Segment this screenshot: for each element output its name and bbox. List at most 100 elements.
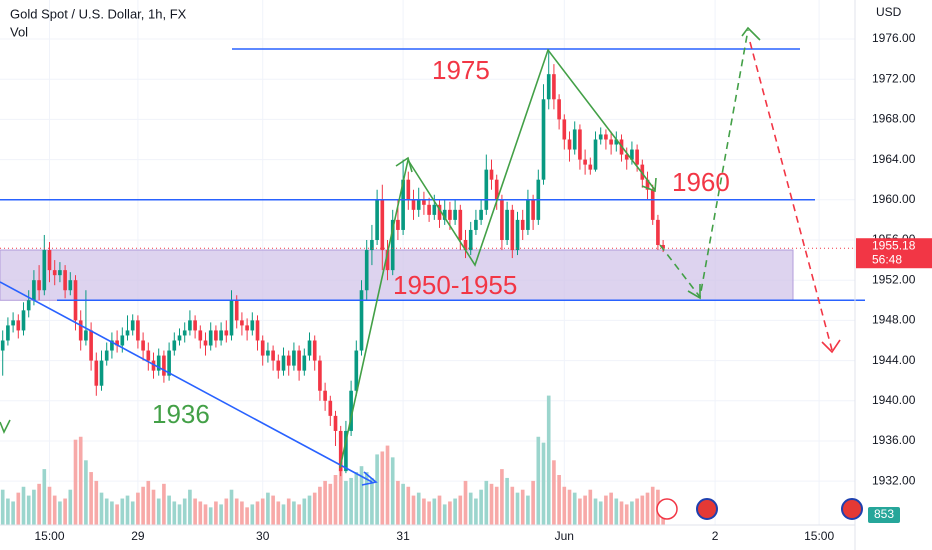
volume-bar	[16, 492, 21, 525]
volume-bar	[614, 498, 619, 525]
volume-bar	[401, 483, 405, 525]
last-price-label: 1955.18	[872, 238, 916, 252]
candle-body	[162, 355, 166, 376]
volume-bar	[380, 451, 385, 525]
candle-body	[661, 245, 665, 249]
volume-bar	[47, 486, 52, 525]
candle-body	[37, 280, 41, 291]
candle-body	[276, 360, 281, 371]
candle-body	[6, 325, 10, 341]
arrow-head	[821, 339, 841, 354]
volume-bar	[208, 507, 213, 525]
candle-body	[453, 209, 457, 220]
volume-bar	[619, 501, 624, 525]
volume-bar	[302, 498, 307, 525]
volume-bar	[593, 498, 598, 525]
candle-body	[572, 129, 577, 150]
volume-bar	[588, 489, 593, 525]
volume-bar	[0, 489, 5, 525]
volume-bar	[385, 445, 390, 525]
volume-bar	[271, 495, 275, 525]
volume-bar	[338, 469, 343, 525]
volume-bar	[344, 480, 348, 525]
candle-body	[406, 179, 411, 200]
volume-bar	[364, 472, 369, 525]
candle-body	[385, 250, 390, 271]
candle-body	[333, 415, 338, 431]
candle-body	[396, 219, 400, 230]
volume-bar	[292, 501, 296, 525]
currency: USD	[876, 5, 902, 19]
candle-body	[354, 350, 359, 391]
volume-bar	[635, 498, 639, 525]
candle-body	[312, 340, 317, 361]
candle-body	[16, 320, 21, 331]
candle-body	[58, 270, 62, 276]
projection	[749, 41, 833, 351]
candle-body	[489, 169, 494, 180]
volume-bar	[562, 486, 567, 525]
volume-bar	[359, 466, 364, 525]
candle-body	[115, 340, 119, 346]
candle-body	[266, 350, 270, 356]
candle-body	[593, 139, 598, 170]
volume-bar	[58, 501, 62, 525]
volume-bar	[349, 477, 353, 525]
volume-bar	[432, 498, 437, 525]
candle-body	[21, 310, 26, 331]
candle-body	[318, 360, 322, 391]
volume-bar	[624, 504, 629, 525]
volume-bar	[84, 460, 88, 525]
candle-body	[286, 355, 291, 366]
volume-bar	[437, 495, 442, 525]
volume-bar	[26, 495, 31, 525]
volume-bar	[266, 492, 270, 525]
volume-title: Vol	[10, 24, 28, 39]
candle-body	[224, 330, 229, 336]
candle-body	[370, 239, 374, 251]
volume-bar	[390, 457, 395, 525]
volume-bar	[526, 495, 530, 525]
volume-bar	[125, 495, 130, 525]
volume-bar	[110, 501, 114, 525]
volume-bar	[318, 486, 322, 525]
candle-body	[208, 330, 213, 346]
volume-bar	[375, 454, 379, 525]
candle-body	[260, 340, 265, 356]
candle-body	[645, 179, 650, 190]
candle-body	[167, 350, 171, 376]
volume-bar	[546, 395, 551, 525]
candle-body	[130, 320, 135, 331]
volume-bar	[120, 498, 125, 525]
volume-bar	[177, 504, 182, 525]
y-tick-label: 1952.00	[872, 272, 916, 286]
x-tick-label: 31	[396, 529, 410, 543]
volume-bar	[468, 492, 473, 525]
candle-body	[656, 219, 660, 246]
volume-bar	[151, 489, 156, 525]
y-tick-label: 1976.00	[872, 31, 916, 45]
volume-bar	[448, 501, 452, 525]
candle-body	[359, 290, 364, 351]
candle-body	[47, 250, 52, 271]
volume-bar	[328, 483, 333, 525]
candle-body	[562, 119, 567, 140]
volume-bar	[78, 436, 83, 525]
last-volume-label: 853	[874, 507, 894, 521]
volume-bar	[297, 504, 301, 525]
candle-body	[474, 219, 478, 230]
y-tick-label: 1944.00	[872, 353, 916, 367]
y-tick-label: 1968.00	[872, 112, 916, 126]
volume-bar	[260, 498, 265, 525]
volume-layer	[0, 395, 665, 525]
candle-body	[281, 355, 286, 371]
candle-body	[463, 239, 468, 251]
candle-body	[380, 199, 385, 251]
candle-body	[541, 99, 546, 180]
candle-body	[136, 320, 140, 341]
candle-body	[172, 340, 177, 351]
volume-bar	[463, 480, 468, 525]
annotation-label: 1960	[672, 167, 730, 197]
candle-body	[364, 250, 369, 291]
